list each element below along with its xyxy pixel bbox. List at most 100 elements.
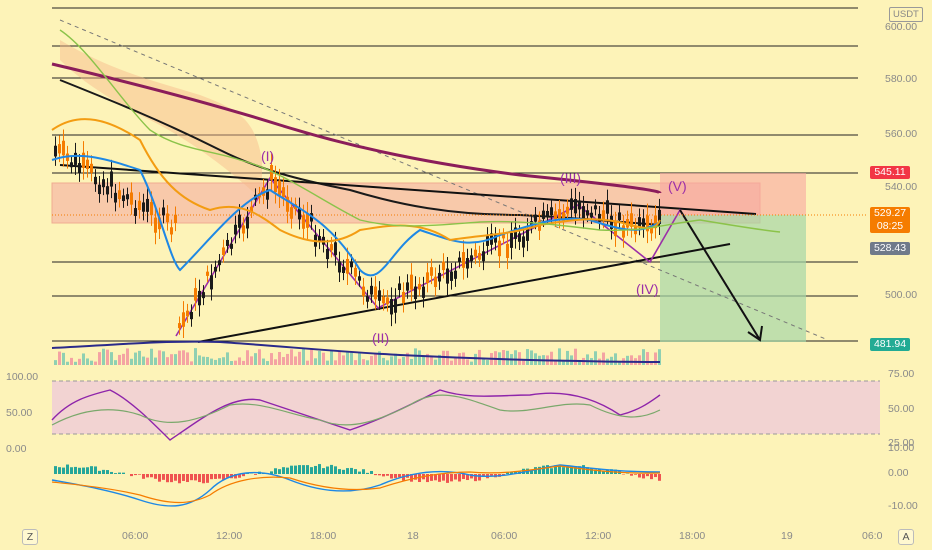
candle-body (614, 222, 617, 237)
volume-bar (642, 349, 645, 365)
volume-bar (530, 350, 533, 365)
volume-bar (338, 350, 341, 365)
timezone-button[interactable]: Z (22, 529, 38, 545)
volume-bar (474, 353, 477, 365)
volume-bar (418, 350, 421, 365)
candle-body (450, 271, 453, 281)
volume-bar (578, 360, 581, 365)
current-price-value: 529.27 (873, 207, 907, 219)
volume-bar (146, 357, 149, 365)
volume-bar (218, 358, 221, 365)
candle-body (122, 195, 125, 202)
volume-bar (62, 352, 65, 365)
volume-bar (654, 352, 657, 365)
macd-bar (122, 472, 125, 474)
volume-bar (298, 351, 301, 365)
macd-bar (418, 474, 421, 483)
rsi-left-tick-2: 50.00 (6, 407, 32, 419)
candle-body (78, 163, 81, 173)
volume-bar (110, 352, 113, 365)
candle-body (514, 227, 517, 239)
macd-bar (630, 474, 633, 476)
candle-body (318, 236, 321, 243)
volume-bar (514, 350, 517, 365)
candle-body (498, 240, 501, 257)
macd-bar (70, 467, 73, 474)
volume-bar (94, 361, 97, 365)
cloud (60, 40, 262, 200)
macd-bar (134, 474, 137, 476)
volume-bar (626, 355, 629, 365)
upper-triangle-line (59, 164, 757, 215)
candle-body (102, 179, 105, 188)
candle-body (174, 214, 177, 224)
candle-body (646, 215, 649, 232)
currency-unit-label[interactable]: USDT (889, 7, 923, 22)
macd-bar (286, 467, 289, 474)
candle-body (302, 215, 305, 229)
macd-bar (154, 474, 157, 479)
candle-body (550, 207, 553, 216)
macd-bar (282, 467, 285, 474)
macd-bar (238, 474, 241, 478)
rsi-left-tick-3: 0.00 (6, 443, 27, 455)
volume-bar (154, 357, 157, 365)
macd-bar (478, 474, 481, 481)
volume-bar (158, 350, 161, 365)
auto-scale-button[interactable]: A (898, 529, 914, 545)
candle-body (286, 196, 289, 212)
volume-bar (70, 357, 73, 365)
candle-body (430, 267, 433, 276)
volume-bar (138, 350, 141, 365)
candle-body (90, 163, 93, 173)
candle-body (502, 234, 505, 239)
price-tick-3: 560.00 (885, 128, 917, 140)
candle-body (106, 186, 109, 195)
volume-bar (594, 351, 597, 365)
candle-body (194, 288, 197, 301)
macd-bar (430, 474, 433, 481)
candle-body (562, 212, 565, 221)
candle-body (98, 184, 101, 195)
volume-bar (262, 358, 265, 365)
macd-bar (538, 466, 541, 474)
candle-body (198, 290, 201, 306)
candle-body (358, 276, 361, 281)
volume-bar (266, 361, 269, 365)
volume-bar (398, 358, 401, 365)
wave-label-5: (V) (668, 178, 687, 194)
macd-bar (130, 474, 133, 477)
volume-bar (206, 356, 209, 365)
volume-bar (130, 358, 133, 365)
time-tick-4: 18 (407, 530, 419, 542)
volume-bar (522, 360, 525, 365)
candle-body (410, 274, 413, 290)
take-profit-zone (660, 215, 806, 342)
volume-bar (274, 359, 277, 365)
volume-bar (202, 356, 205, 365)
candle-body (154, 217, 157, 233)
macd-bar (342, 469, 345, 474)
candle-body (138, 200, 141, 211)
volume-bar (286, 353, 289, 365)
macd-bar (90, 466, 93, 474)
volume-bar (74, 361, 77, 365)
candle-body (526, 228, 529, 241)
macd-bar (222, 474, 225, 480)
candle-body (554, 211, 557, 220)
volume-bar (86, 358, 89, 365)
volume-bar (630, 355, 633, 365)
volume-bar (290, 349, 293, 365)
candle-body (230, 243, 233, 249)
volume-bar (422, 356, 425, 365)
candle-body (266, 189, 269, 200)
macd-bar (550, 468, 553, 474)
macd-bar (78, 467, 81, 474)
macd-bar (138, 474, 141, 475)
candle-body (438, 272, 441, 282)
candle-body (166, 213, 169, 223)
candle-body (442, 261, 445, 271)
macd-bar (450, 474, 453, 482)
macd-bar (398, 474, 401, 478)
